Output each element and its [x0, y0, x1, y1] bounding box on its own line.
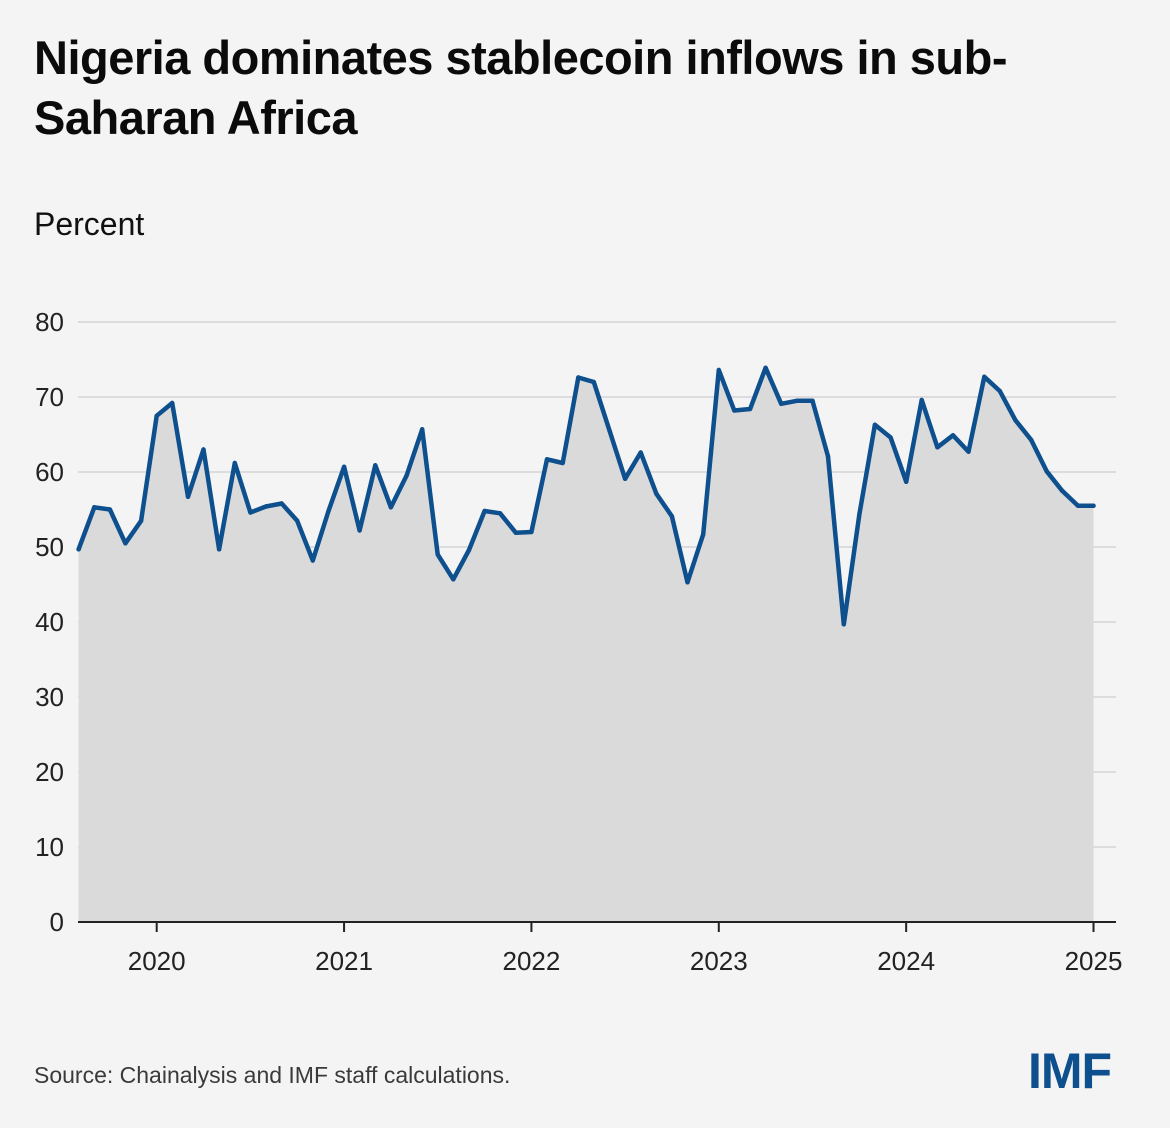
data-point: [201, 447, 206, 452]
y-axis-label: Percent: [34, 206, 145, 242]
data-point: [872, 422, 878, 427]
data-point: [232, 460, 237, 466]
data-point: [138, 518, 144, 523]
data-point: [982, 374, 987, 379]
chart-title: Nigeria dominates stablecoin inflows in …: [34, 31, 1008, 144]
data-point: [935, 445, 940, 450]
data-point: [638, 450, 643, 455]
data-point: [451, 577, 456, 582]
y-tick-label: 70: [35, 382, 64, 412]
data-point: [497, 511, 503, 516]
data-point: [513, 530, 519, 535]
data-point: [107, 507, 113, 512]
data-point: [123, 541, 128, 546]
data-point: [716, 367, 721, 373]
data-point: [1091, 503, 1096, 508]
data-point: [685, 580, 690, 585]
data-point: [966, 449, 971, 454]
data-point: [779, 401, 784, 406]
data-point: [997, 388, 1002, 394]
data-point: [1044, 469, 1049, 474]
data-point: [794, 398, 800, 403]
x-tick-label: 2025: [1065, 946, 1123, 976]
data-point: [357, 528, 362, 533]
data-point: [622, 476, 628, 481]
data-point: [904, 479, 909, 484]
data-point: [263, 504, 269, 509]
y-tick-label: 60: [35, 457, 64, 487]
data-point: [420, 427, 425, 432]
data-point: [388, 505, 394, 510]
data-point: [404, 473, 409, 478]
data-point: [591, 379, 596, 385]
data-point: [435, 552, 440, 557]
x-tick-label: 2021: [315, 946, 373, 976]
data-point: [154, 413, 159, 418]
data-point: [825, 454, 831, 459]
imf-logo: IMF: [1028, 1043, 1112, 1099]
data-point: [950, 433, 956, 438]
data-point: [248, 510, 253, 515]
data-point: [185, 494, 191, 499]
data-point: [857, 512, 862, 517]
y-tick-label: 20: [35, 757, 64, 787]
data-point: [295, 518, 300, 523]
data-point: [841, 622, 846, 627]
data-point: [373, 463, 378, 468]
series-line: [76, 365, 1096, 627]
data-point: [482, 508, 487, 514]
data-point: [747, 406, 753, 412]
data-point: [279, 501, 284, 506]
data-point: [326, 508, 331, 514]
source-note: Source: Chainalysis and IMF staff calcul…: [34, 1062, 511, 1088]
x-tick-label: 2022: [503, 946, 561, 976]
y-tick-label: 0: [50, 907, 64, 937]
data-point: [1013, 418, 1018, 423]
y-tick-label: 50: [35, 532, 64, 562]
axes: 0 10 20 30 40 50 60 70 80 2020 2021 2022 2023 2024 202…: [35, 307, 1122, 976]
x-tick-label: 2023: [690, 946, 748, 976]
y-tick-label: 40: [35, 607, 64, 637]
data-point: [544, 457, 550, 462]
data-point: [529, 529, 534, 535]
data-point: [888, 435, 893, 440]
data-point: [576, 375, 581, 380]
y-tick-label: 80: [35, 307, 64, 337]
data-point: [1060, 488, 1065, 493]
data-point: [607, 428, 612, 433]
data-point: [92, 505, 97, 510]
y-tick-label: 10: [35, 832, 64, 862]
data-point: [216, 547, 222, 552]
data-point: [919, 397, 924, 403]
data-point: [170, 400, 175, 406]
data-point: [732, 408, 737, 413]
data-point: [701, 532, 706, 537]
series-layer: [76, 365, 1096, 627]
data-point: [1075, 503, 1081, 508]
data-point: [763, 365, 768, 370]
y-tick-label: 30: [35, 682, 64, 712]
x-tick-label: 2020: [128, 946, 186, 976]
data-point: [310, 558, 315, 563]
data-point: [560, 460, 565, 466]
data-point: [654, 491, 659, 496]
data-point: [341, 464, 347, 469]
data-point: [1028, 437, 1034, 442]
data-point: [810, 398, 815, 403]
data-point: [466, 547, 472, 553]
x-tick-label: 2024: [877, 946, 935, 976]
area-layer: [78, 367, 1094, 922]
series-area-fill: [78, 367, 1094, 922]
data-point: [76, 547, 81, 552]
data-point: [669, 514, 675, 519]
